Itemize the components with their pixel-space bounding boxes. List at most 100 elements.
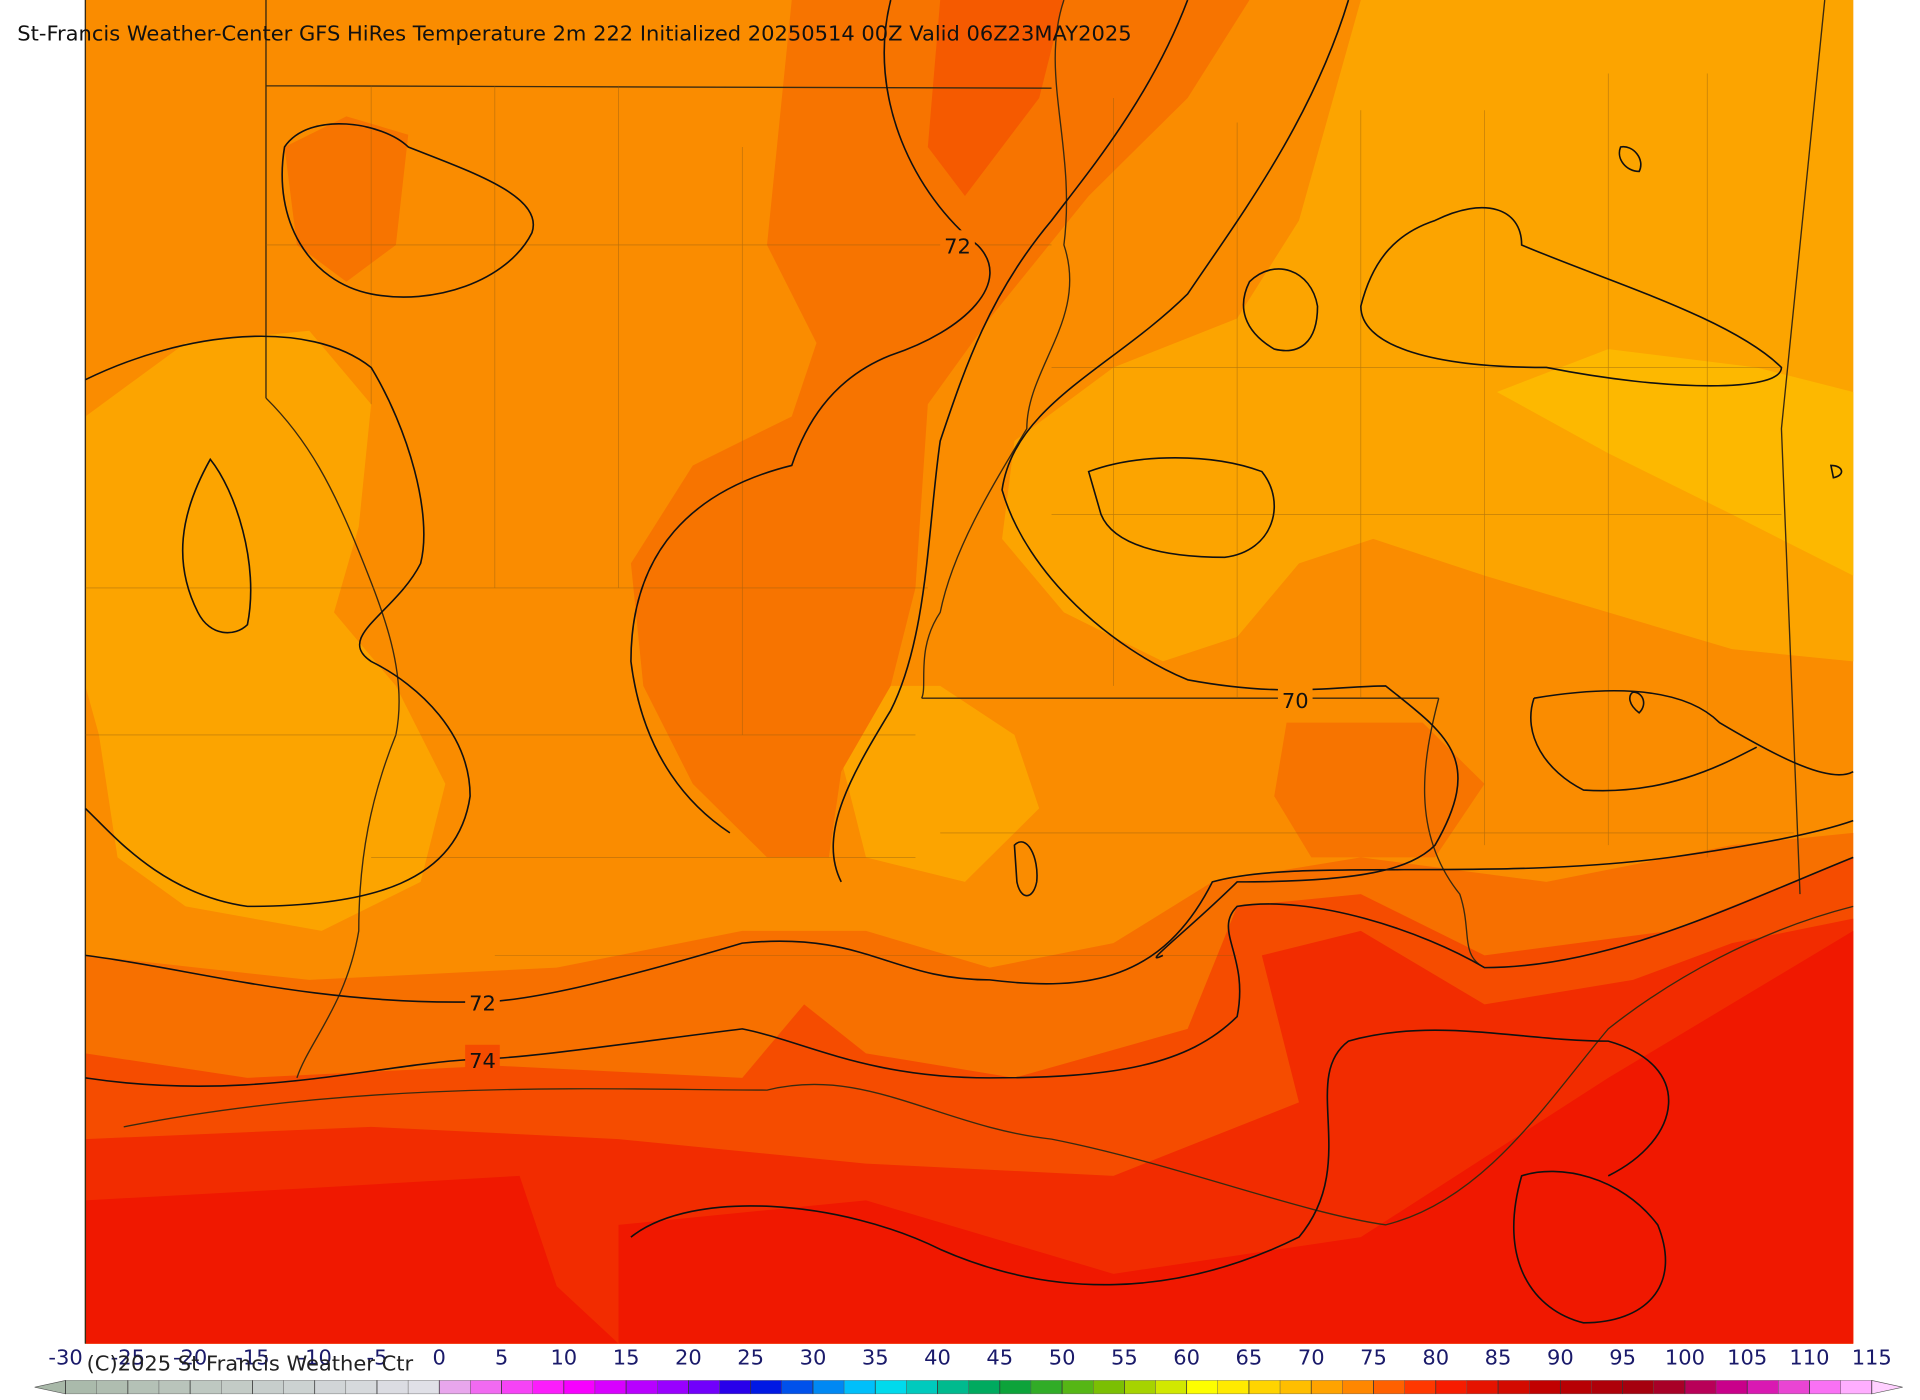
colorbar-cell xyxy=(1342,1380,1374,1395)
colorbar-cell xyxy=(1715,1380,1748,1395)
colorbar-cell xyxy=(1747,1380,1779,1395)
label-bg xyxy=(940,230,975,260)
colorbar-cell xyxy=(501,1380,533,1395)
colorbar-cell xyxy=(1840,1380,1872,1395)
cool-band xyxy=(630,0,1250,858)
colorbar-cell xyxy=(1155,1380,1187,1395)
colorbar-cell xyxy=(875,1380,907,1395)
colorbar-cell xyxy=(189,1380,222,1395)
colorbar-cell xyxy=(1435,1380,1468,1395)
colorbar-tick-label: 115 xyxy=(1852,1346,1892,1370)
colorbar-cell xyxy=(376,1380,409,1395)
colorbar-cell xyxy=(65,1380,97,1395)
contour-line xyxy=(1360,206,1783,387)
copyright: (C)2025 St Francis Weather Ctr xyxy=(87,1352,414,1376)
colorbar-tick-label: 90 xyxy=(1547,1346,1574,1370)
colorbar-cell xyxy=(1404,1380,1436,1395)
colorbar-cell xyxy=(906,1380,938,1395)
colorbar-cell xyxy=(1684,1380,1717,1395)
colorbar-cell xyxy=(127,1380,160,1395)
colorbar-end xyxy=(34,1380,66,1395)
river xyxy=(1423,697,1485,969)
contour-line xyxy=(1001,0,1459,959)
colorbar-cell xyxy=(345,1380,378,1395)
cool-band xyxy=(1274,722,1485,858)
contour-line xyxy=(85,819,1854,1003)
colorbar-tick-label: 40 xyxy=(924,1346,951,1370)
colorbar-tick-label: 85 xyxy=(1485,1346,1512,1370)
colorbar-end xyxy=(1871,1380,1903,1395)
warm-region xyxy=(85,330,446,931)
coastline xyxy=(123,905,1854,1226)
colorbar-cell xyxy=(221,1380,253,1395)
colorbar-tick-label: -25 xyxy=(111,1346,145,1370)
colorbar-cell xyxy=(1030,1380,1063,1395)
colorbar-cell xyxy=(1373,1380,1405,1395)
contour-line xyxy=(630,1029,1670,1286)
cool-band xyxy=(284,116,409,282)
river xyxy=(921,0,1071,699)
colorbar-cell xyxy=(1809,1380,1841,1395)
colorbar-tick-label: 5 xyxy=(495,1346,508,1370)
colorbar-tick-label: 30 xyxy=(800,1346,827,1370)
colorbar-cell xyxy=(1653,1380,1686,1395)
colorbar-cell xyxy=(1466,1380,1499,1395)
colorbar-cell xyxy=(1497,1380,1530,1395)
contour-line xyxy=(630,0,991,834)
gulf-zone xyxy=(618,930,1854,1344)
colorbar-tick-label: 100 xyxy=(1665,1346,1705,1370)
colorbar-tick-label: 0 xyxy=(433,1346,446,1370)
colorbar-cell xyxy=(657,1380,689,1395)
state-border xyxy=(84,0,1826,1344)
contour-line xyxy=(84,335,471,908)
colorbar-cell xyxy=(407,1380,440,1395)
colorbar-tick-label: 45 xyxy=(986,1346,1013,1370)
colorbar-tick-label: 105 xyxy=(1727,1346,1767,1370)
map-area: 72 70 72 74 xyxy=(84,0,1854,1344)
colorbar-cell xyxy=(1248,1380,1281,1395)
colorbar-tick-label: -10 xyxy=(298,1346,332,1370)
colorbar-cell xyxy=(812,1380,845,1395)
colorbar-cell xyxy=(439,1380,471,1395)
colorbar-cell xyxy=(1186,1380,1218,1395)
colorbar-cell xyxy=(1311,1380,1343,1395)
contour-line xyxy=(1013,146,1843,897)
map-title: St-Francis Weather-Center GFS HiRes Temp… xyxy=(17,22,1131,46)
colorbar-cell xyxy=(1529,1380,1561,1395)
contour-line xyxy=(832,0,1189,883)
warm-region xyxy=(1496,349,1854,576)
colorbar-cell xyxy=(470,1380,502,1395)
colorbar-cell xyxy=(252,1380,284,1395)
contour-label: 70 xyxy=(1282,689,1309,713)
colorbar-cell xyxy=(158,1380,191,1395)
colorbar-cell xyxy=(563,1380,596,1395)
colorbar-cell xyxy=(1560,1380,1592,1395)
colorbar-tick-label: 60 xyxy=(1173,1346,1200,1370)
colorbar-tick-label: 75 xyxy=(1360,1346,1387,1370)
colorbar-tick-label: -15 xyxy=(235,1346,269,1370)
colorbar-tick-label: 10 xyxy=(550,1346,577,1370)
colorbar-cell xyxy=(999,1380,1032,1395)
colorbar-tick-label: -20 xyxy=(173,1346,207,1370)
colorbar-cell xyxy=(314,1380,347,1395)
colorbar-cell xyxy=(781,1380,814,1395)
contour-label: 72 xyxy=(469,992,496,1016)
contour-line xyxy=(1530,690,1854,792)
colorbar-cell xyxy=(1061,1380,1094,1395)
colorbar-cell xyxy=(1591,1380,1623,1395)
colorbar-tick-label: 65 xyxy=(1236,1346,1263,1370)
colorbar: -30 -25 -20 -15 -10 -5 0 5 10 15 20 25 30 35 40 45 50 55 6… xyxy=(34,1346,1903,1395)
colorbar-cell xyxy=(1622,1380,1654,1395)
contour-line xyxy=(1513,1170,1667,1324)
colorbar-cell xyxy=(594,1380,627,1395)
colorbar-tick-label: -30 xyxy=(48,1346,82,1370)
colorbar-cell xyxy=(1093,1380,1125,1395)
contour-line xyxy=(281,123,535,298)
colorbar-cell xyxy=(625,1380,658,1395)
colorbar-tick-label: 80 xyxy=(1422,1346,1449,1370)
colorbar-tick-label: 95 xyxy=(1609,1346,1636,1370)
colorbar-cell xyxy=(750,1380,782,1395)
cool-band xyxy=(927,0,1064,196)
